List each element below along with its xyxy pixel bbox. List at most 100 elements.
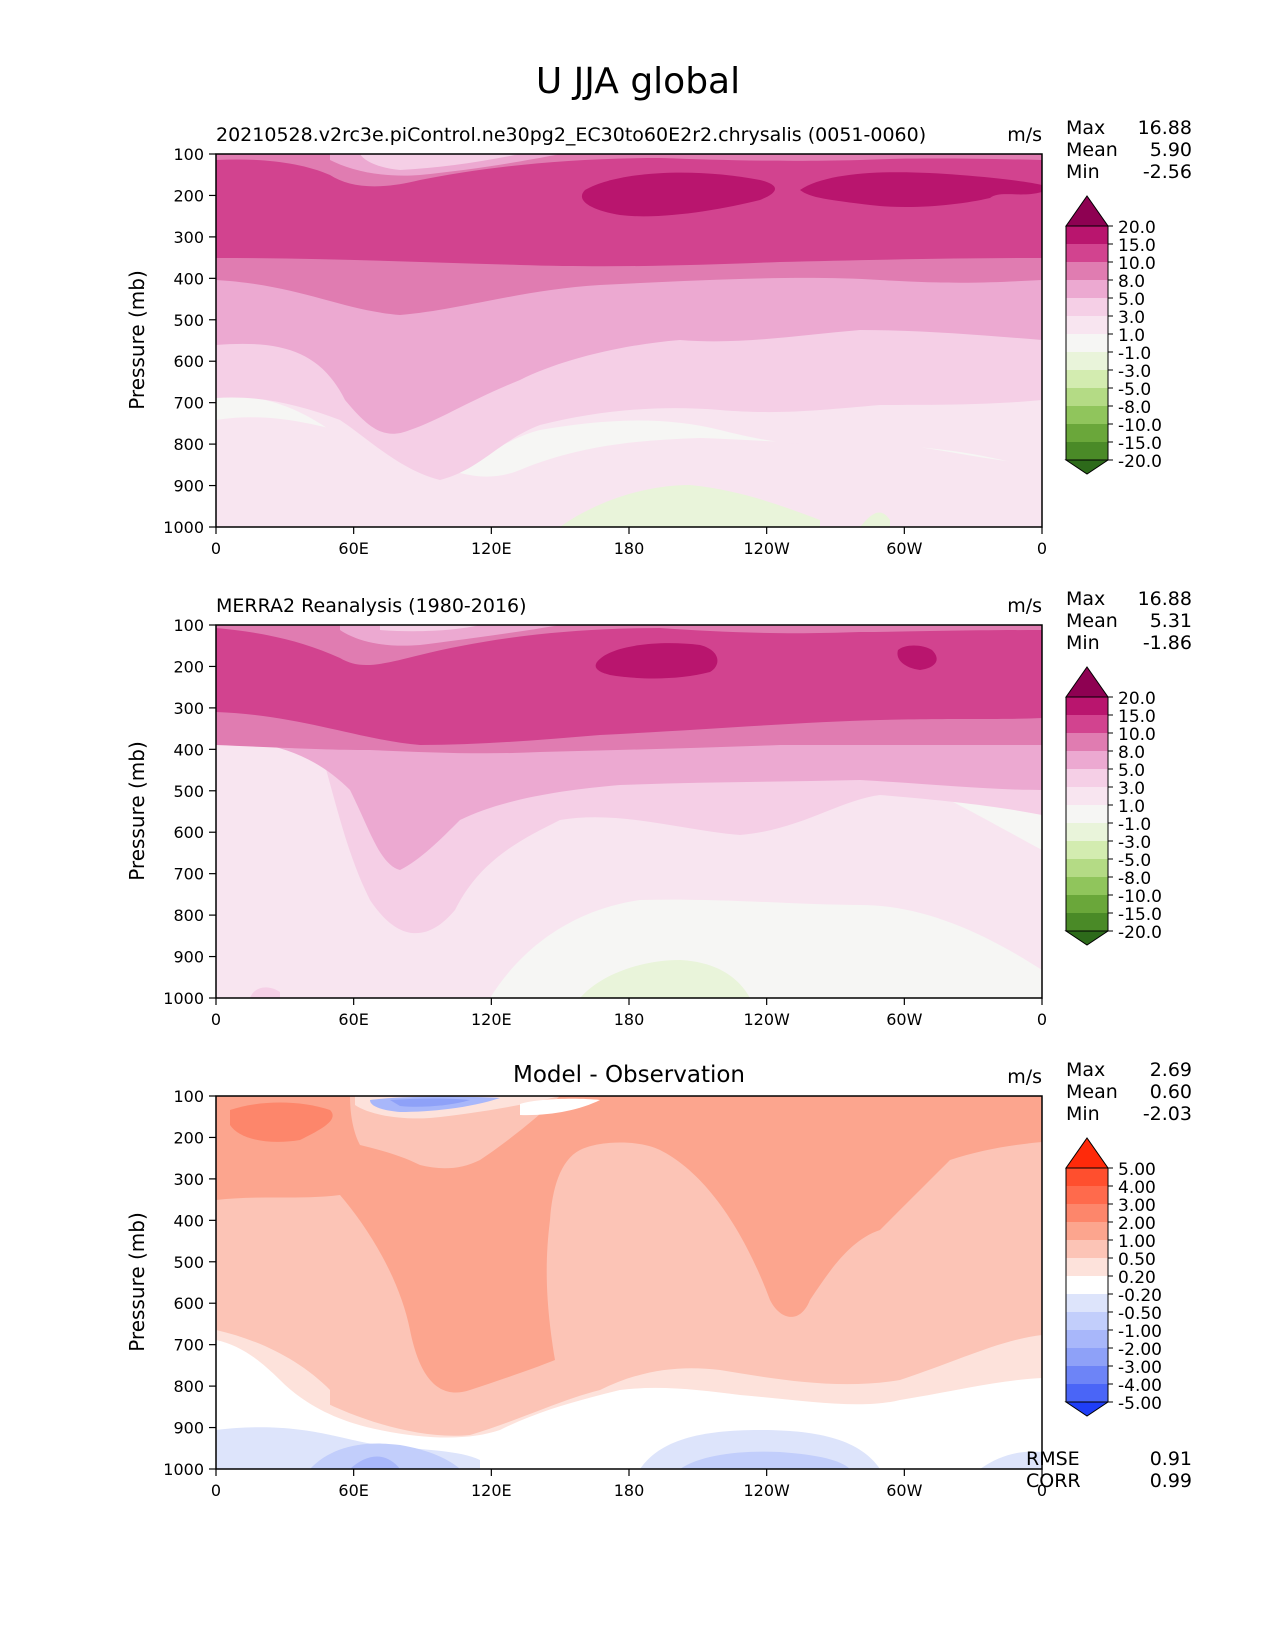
panel-3-mean-value: 0.60: [1150, 1081, 1192, 1103]
colorbar-bin: [1066, 805, 1108, 824]
panel-2-max-value: 16.88: [1138, 588, 1192, 610]
y-tick-label: 700: [173, 865, 204, 884]
y-tick-label: 400: [173, 269, 204, 288]
colorbar-label: -3.00: [1118, 1358, 1162, 1378]
colorbar-frame: [1065, 225, 1109, 461]
y-tick-label: 500: [173, 311, 204, 330]
colorbar-label: -5.0: [1118, 851, 1151, 871]
x-tick-label: 120W: [743, 1481, 790, 1500]
x-tick-label: 180: [614, 1010, 645, 1029]
y-tick-label: 400: [173, 740, 204, 759]
colorbar-label: 8.0: [1118, 272, 1145, 292]
colorbar-frame: [1065, 1167, 1109, 1403]
colorbar-label: -15.0: [1118, 905, 1162, 925]
panel-2-title: MERRA2 Reanalysis (1980-2016): [216, 595, 527, 617]
colorbar-bin: [1066, 334, 1108, 353]
colorbar-bin: [1066, 841, 1108, 860]
panel-3-colorbar: 5.004.003.002.001.000.500.20-0.20-0.50-1…: [1064, 1137, 1162, 1417]
colorbar-extend-bottom: [1064, 459, 1110, 475]
colorbar-label: 20.0: [1118, 689, 1156, 709]
colorbar-label: -5.00: [1118, 1394, 1162, 1414]
y-tick-label: 700: [173, 394, 204, 413]
colorbar-label: -10.0: [1118, 416, 1162, 436]
colorbar-bin: [1066, 895, 1108, 914]
x-tick-label: 0: [211, 1010, 221, 1029]
colorbar-label: 0.20: [1118, 1268, 1156, 1288]
colorbar-label: 10.0: [1118, 254, 1156, 274]
panel-3-xticks: 0 60E 120E 180 120W 60W 0: [211, 1469, 1047, 1500]
colorbar-bin: [1066, 1330, 1108, 1349]
panel-2-contours: [216, 625, 1042, 998]
panel-3-min-value: -2.03: [1143, 1103, 1192, 1125]
colorbar-bin: [1066, 406, 1108, 425]
panel-3-yticks: 100 200 300 400 500 600 700 800 900 1000: [163, 1087, 216, 1479]
colorbar-label: 15.0: [1118, 707, 1156, 727]
panel-1-yticks: 100 200 300 400 500 600 700 800 900 1000: [163, 145, 216, 537]
colorbar-label: 4.00: [1118, 1178, 1156, 1198]
y-tick-label: 800: [173, 435, 204, 454]
colorbar-label: 3.0: [1118, 308, 1145, 328]
y-tick-label: 600: [173, 352, 204, 371]
x-tick-label: 180: [614, 1481, 645, 1500]
panel-3-stats: Max 2.69 Mean 0.60 Min -2.03 RMSE 0.91 C…: [1026, 1059, 1192, 1492]
panel-1-max-label: Max: [1066, 117, 1105, 139]
x-tick-label: 0: [1037, 539, 1047, 558]
colorbar-bin: [1066, 1366, 1108, 1385]
panel-3-max-label: Max: [1066, 1059, 1105, 1081]
colorbar-label: -5.0: [1118, 380, 1151, 400]
colorbar-label: -8.0: [1118, 398, 1151, 418]
colorbar-label: 10.0: [1118, 725, 1156, 745]
panel-1-mean-label: Mean: [1066, 139, 1118, 161]
panel-3-corr-value: 0.99: [1150, 1470, 1192, 1492]
x-tick-label: 0: [211, 1481, 221, 1500]
colorbar-label: -4.00: [1118, 1376, 1162, 1396]
colorbar-label: 5.0: [1118, 761, 1145, 781]
colorbar-label: -2.00: [1118, 1340, 1162, 1360]
colorbar-bin: [1066, 859, 1108, 878]
x-tick-label: 0: [1037, 1481, 1047, 1500]
colorbar-bin: [1066, 1258, 1108, 1277]
y-tick-label: 300: [173, 228, 204, 247]
colorbar-frame: [1065, 696, 1109, 932]
y-tick-label: 1000: [163, 989, 204, 1008]
colorbar-bin: [1066, 1384, 1108, 1403]
colorbar-bin: [1066, 877, 1108, 896]
y-tick-label: 600: [173, 823, 204, 842]
panel-1-title: 20210528.v2rc3e.piControl.ne30pg2_EC30to…: [216, 124, 926, 146]
colorbar-bin: [1066, 715, 1108, 734]
panel-2-min-value: -1.86: [1143, 632, 1192, 654]
x-tick-label: 0: [211, 539, 221, 558]
y-tick-label: 200: [173, 657, 204, 676]
colorbar-bin: [1066, 823, 1108, 842]
colorbar-bin: [1066, 787, 1108, 806]
colorbar-label: -1.0: [1118, 815, 1151, 835]
panel-3-units: m/s: [1007, 1066, 1042, 1088]
panel-3-min-label: Min: [1066, 1103, 1100, 1125]
x-tick-label: 60W: [886, 1481, 922, 1500]
colorbar-label: 1.00: [1118, 1232, 1156, 1252]
colorbar-bin: [1066, 1186, 1108, 1205]
panel-1-contours: [216, 154, 1042, 527]
colorbar-label: 5.0: [1118, 290, 1145, 310]
panel-1-min-value: -2.56: [1143, 161, 1192, 183]
colorbar-label: -0.20: [1118, 1286, 1162, 1306]
colorbar-bin: [1066, 1276, 1108, 1295]
y-tick-label: 100: [173, 145, 204, 164]
figure-title: U JJA global: [536, 61, 740, 102]
colorbar-label: 20.0: [1118, 218, 1156, 238]
x-tick-label: 0: [1037, 1010, 1047, 1029]
y-tick-label: 1000: [163, 1460, 204, 1479]
panel-3-ylabel: Pressure (mb): [125, 1212, 149, 1352]
colorbar-extend-bottom: [1064, 1401, 1110, 1417]
colorbar-label: -1.00: [1118, 1322, 1162, 1342]
panel-2-ylabel: Pressure (mb): [125, 741, 149, 881]
y-tick-label: 900: [173, 477, 204, 496]
panel-3-max-value: 2.69: [1150, 1059, 1192, 1081]
panel-1-units: m/s: [1007, 124, 1042, 146]
panel-1: 20210528.v2rc3e.piControl.ne30pg2_EC30to…: [125, 117, 1192, 558]
y-tick-label: 800: [173, 1377, 204, 1396]
panel-2-yticks: 100 200 300 400 500 600 700 800 900 1000: [163, 616, 216, 1008]
y-tick-label: 100: [173, 616, 204, 635]
panel-2-max-label: Max: [1066, 588, 1105, 610]
panel-3-mean-label: Mean: [1066, 1081, 1118, 1103]
